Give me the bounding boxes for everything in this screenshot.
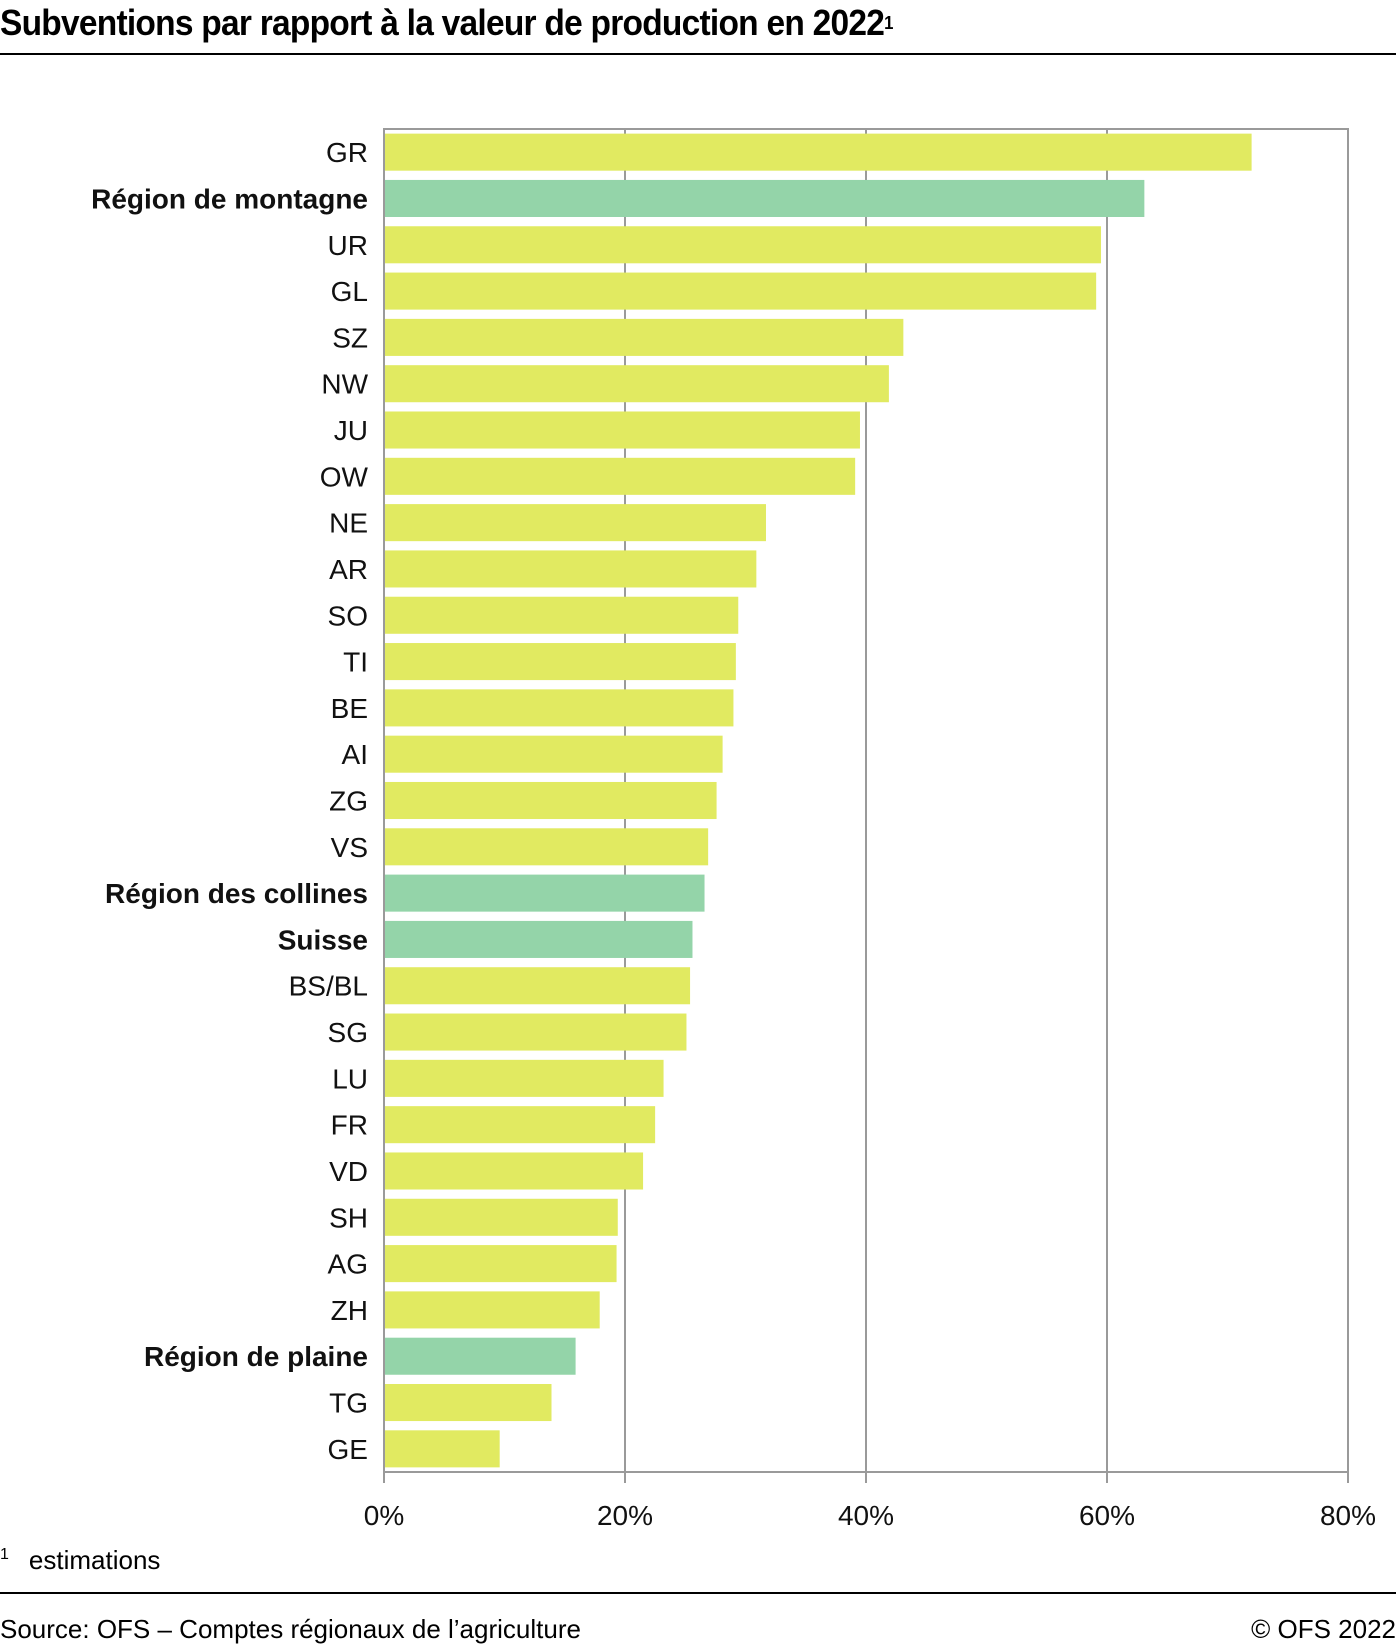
bar xyxy=(384,1198,618,1236)
bars xyxy=(384,133,1252,1468)
footnote: 1 estimations xyxy=(0,1545,160,1576)
bar xyxy=(384,550,757,588)
category-label: SO xyxy=(328,600,368,631)
x-axis-ticks: 0% 20% 40% 60% 80% xyxy=(364,1472,1376,1531)
category-label: LU xyxy=(332,1063,368,1094)
bar-chart: GR Région de montagne UR GL SZ NW JU OW NE AR SO TI… xyxy=(91,128,1376,1531)
chart-title-text: Subventions par rapport à la valeur de p… xyxy=(0,2,885,43)
bar xyxy=(384,457,856,495)
bar xyxy=(384,504,766,542)
category-label: Région des collines xyxy=(105,878,368,909)
x-tick-label: 80% xyxy=(1320,1500,1376,1531)
category-label: ZH xyxy=(331,1295,368,1326)
category-label: GE xyxy=(328,1434,368,1465)
bar xyxy=(384,1384,552,1422)
category-label: Région de montagne xyxy=(91,183,368,214)
bar xyxy=(384,874,705,912)
bar xyxy=(384,643,736,681)
footnote-mark: 1 xyxy=(0,1546,9,1563)
footer-divider xyxy=(0,1592,1396,1594)
bar xyxy=(384,781,717,820)
bar xyxy=(384,226,1101,264)
category-label: VD xyxy=(329,1156,368,1187)
category-label: SH xyxy=(329,1202,368,1233)
bar xyxy=(384,272,1097,310)
category-label: JU xyxy=(334,415,368,446)
bar xyxy=(384,1013,687,1051)
category-label: SG xyxy=(328,1017,368,1048)
bar xyxy=(384,133,1252,171)
category-label: ZG xyxy=(329,786,368,817)
bar xyxy=(384,179,1145,217)
category-label: TG xyxy=(329,1388,368,1419)
title-divider xyxy=(0,53,1396,55)
category-label: AI xyxy=(342,739,368,770)
category-label: UR xyxy=(328,230,368,261)
category-label: OW xyxy=(320,461,369,492)
bar xyxy=(384,1291,600,1329)
category-label: GR xyxy=(326,137,368,168)
bar xyxy=(384,1245,617,1283)
category-label: AG xyxy=(328,1249,368,1280)
bar xyxy=(384,689,734,727)
x-tick-label: 40% xyxy=(838,1500,894,1531)
x-tick-label: 20% xyxy=(597,1500,653,1531)
x-tick-label: 60% xyxy=(1079,1500,1135,1531)
bar xyxy=(384,828,709,866)
category-label: NW xyxy=(321,369,368,400)
bar xyxy=(384,1337,576,1375)
bar xyxy=(384,1059,664,1097)
category-label: AR xyxy=(329,554,368,585)
title-footnote-mark: 1 xyxy=(884,13,893,33)
category-label: BE xyxy=(331,693,368,724)
bar xyxy=(384,1430,500,1468)
category-label: BS/BL xyxy=(289,971,368,1002)
bar xyxy=(384,318,904,356)
category-label: VS xyxy=(331,832,368,863)
category-label: Région de plaine xyxy=(144,1341,368,1372)
category-label: Suisse xyxy=(278,924,368,955)
category-label: GL xyxy=(331,276,368,307)
category-label: NE xyxy=(329,508,368,539)
bar xyxy=(384,1106,656,1144)
bar xyxy=(384,1152,644,1190)
category-label: TI xyxy=(343,647,368,678)
footnote-text: estimations xyxy=(28,1545,161,1575)
bar xyxy=(384,920,693,958)
category-label: SZ xyxy=(332,322,368,353)
category-label: FR xyxy=(331,1110,368,1141)
bar xyxy=(384,596,739,634)
bar xyxy=(384,967,691,1005)
bar xyxy=(384,735,723,773)
x-tick-label: 0% xyxy=(364,1500,404,1531)
copyright-text: © OFS 2022 xyxy=(1251,1614,1396,1644)
category-labels: GR Région de montagne UR GL SZ NW JU OW NE AR SO TI… xyxy=(91,137,368,1465)
source-text: Source: OFS – Comptes régionaux de l’agr… xyxy=(0,1614,581,1644)
bar xyxy=(384,365,889,403)
chart-title: Subventions par rapport à la valeur de p… xyxy=(0,2,893,44)
bar xyxy=(384,411,860,449)
